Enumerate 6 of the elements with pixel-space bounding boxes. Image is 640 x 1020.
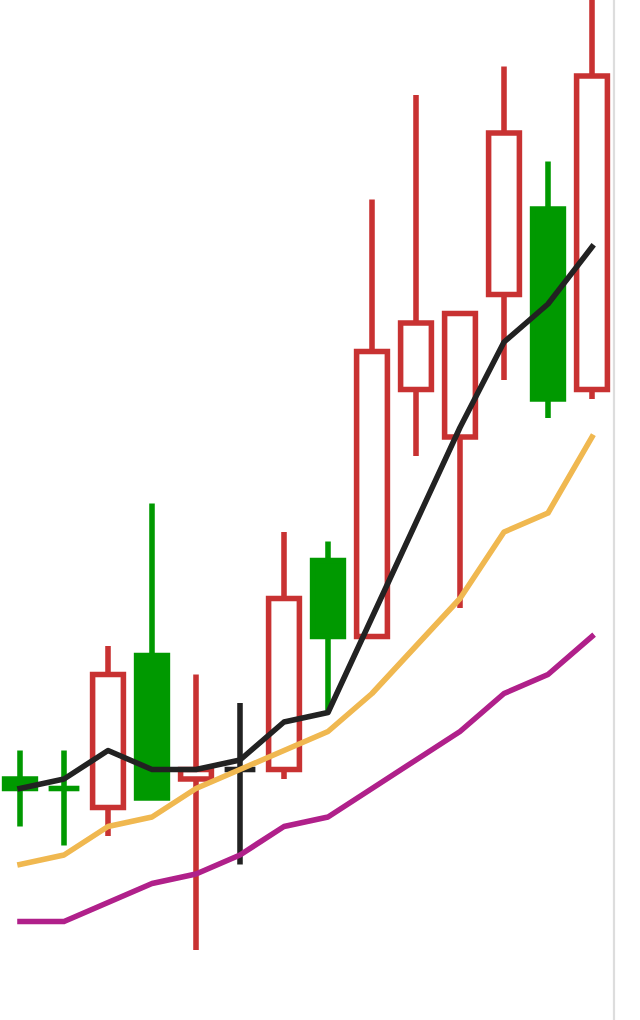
candlestick xyxy=(485,63,523,383)
candlestick xyxy=(309,538,347,716)
candlestick xyxy=(89,643,127,839)
candlestick xyxy=(529,158,567,421)
candlestick xyxy=(397,92,435,459)
candlestick xyxy=(45,747,83,849)
